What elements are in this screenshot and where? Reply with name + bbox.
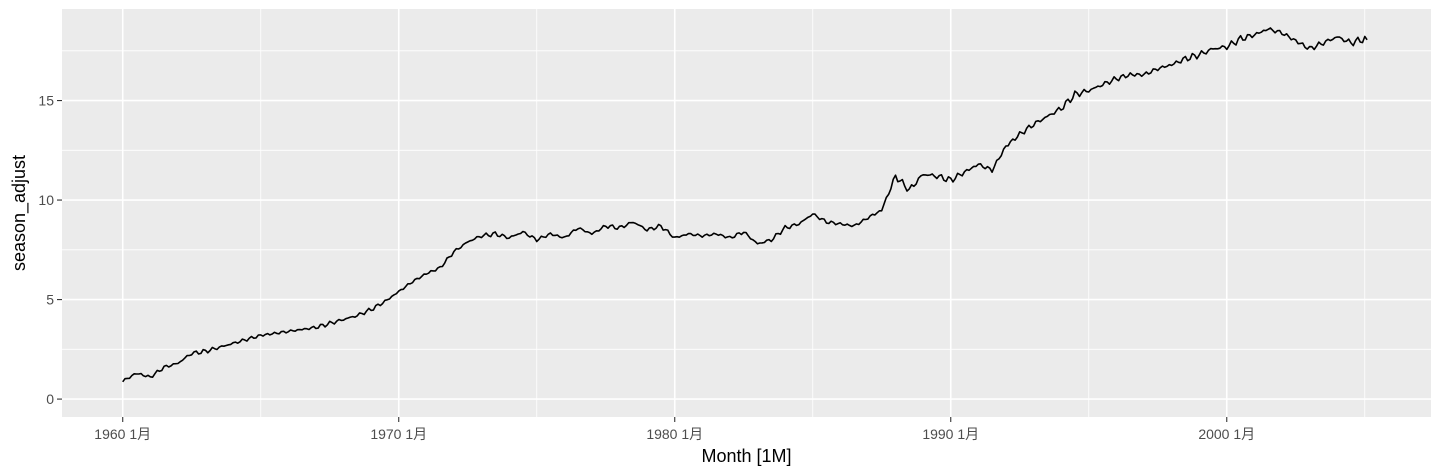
x-tick-label: 2000 1月 [1198, 426, 1255, 442]
x-axis-title: Month [1M] [701, 446, 791, 466]
y-tick-label: 0 [46, 391, 54, 407]
x-tick-label: 1970 1月 [370, 426, 427, 442]
y-tick-label: 15 [38, 93, 54, 109]
grid-minor [62, 9, 1431, 417]
series-line [122, 27, 1368, 383]
x-tick-labels: 1960 1月 1970 1月 1980 1月 1990 1月 2000 1月 [94, 426, 1255, 442]
series-layer [122, 27, 1368, 383]
grid-major [62, 9, 1431, 417]
y-tick-labels: 0 5 10 15 [38, 93, 54, 408]
plot-panel [62, 9, 1431, 417]
x-tick-label: 1990 1月 [922, 426, 979, 442]
y-tick-label: 10 [38, 192, 54, 208]
x-tick-label: 1980 1月 [646, 426, 703, 442]
y-axis-title: season_adjust [9, 155, 30, 271]
y-tick-label: 5 [46, 292, 54, 308]
x-tick-label: 1960 1月 [94, 426, 151, 442]
axis-ticks [57, 100, 1228, 422]
